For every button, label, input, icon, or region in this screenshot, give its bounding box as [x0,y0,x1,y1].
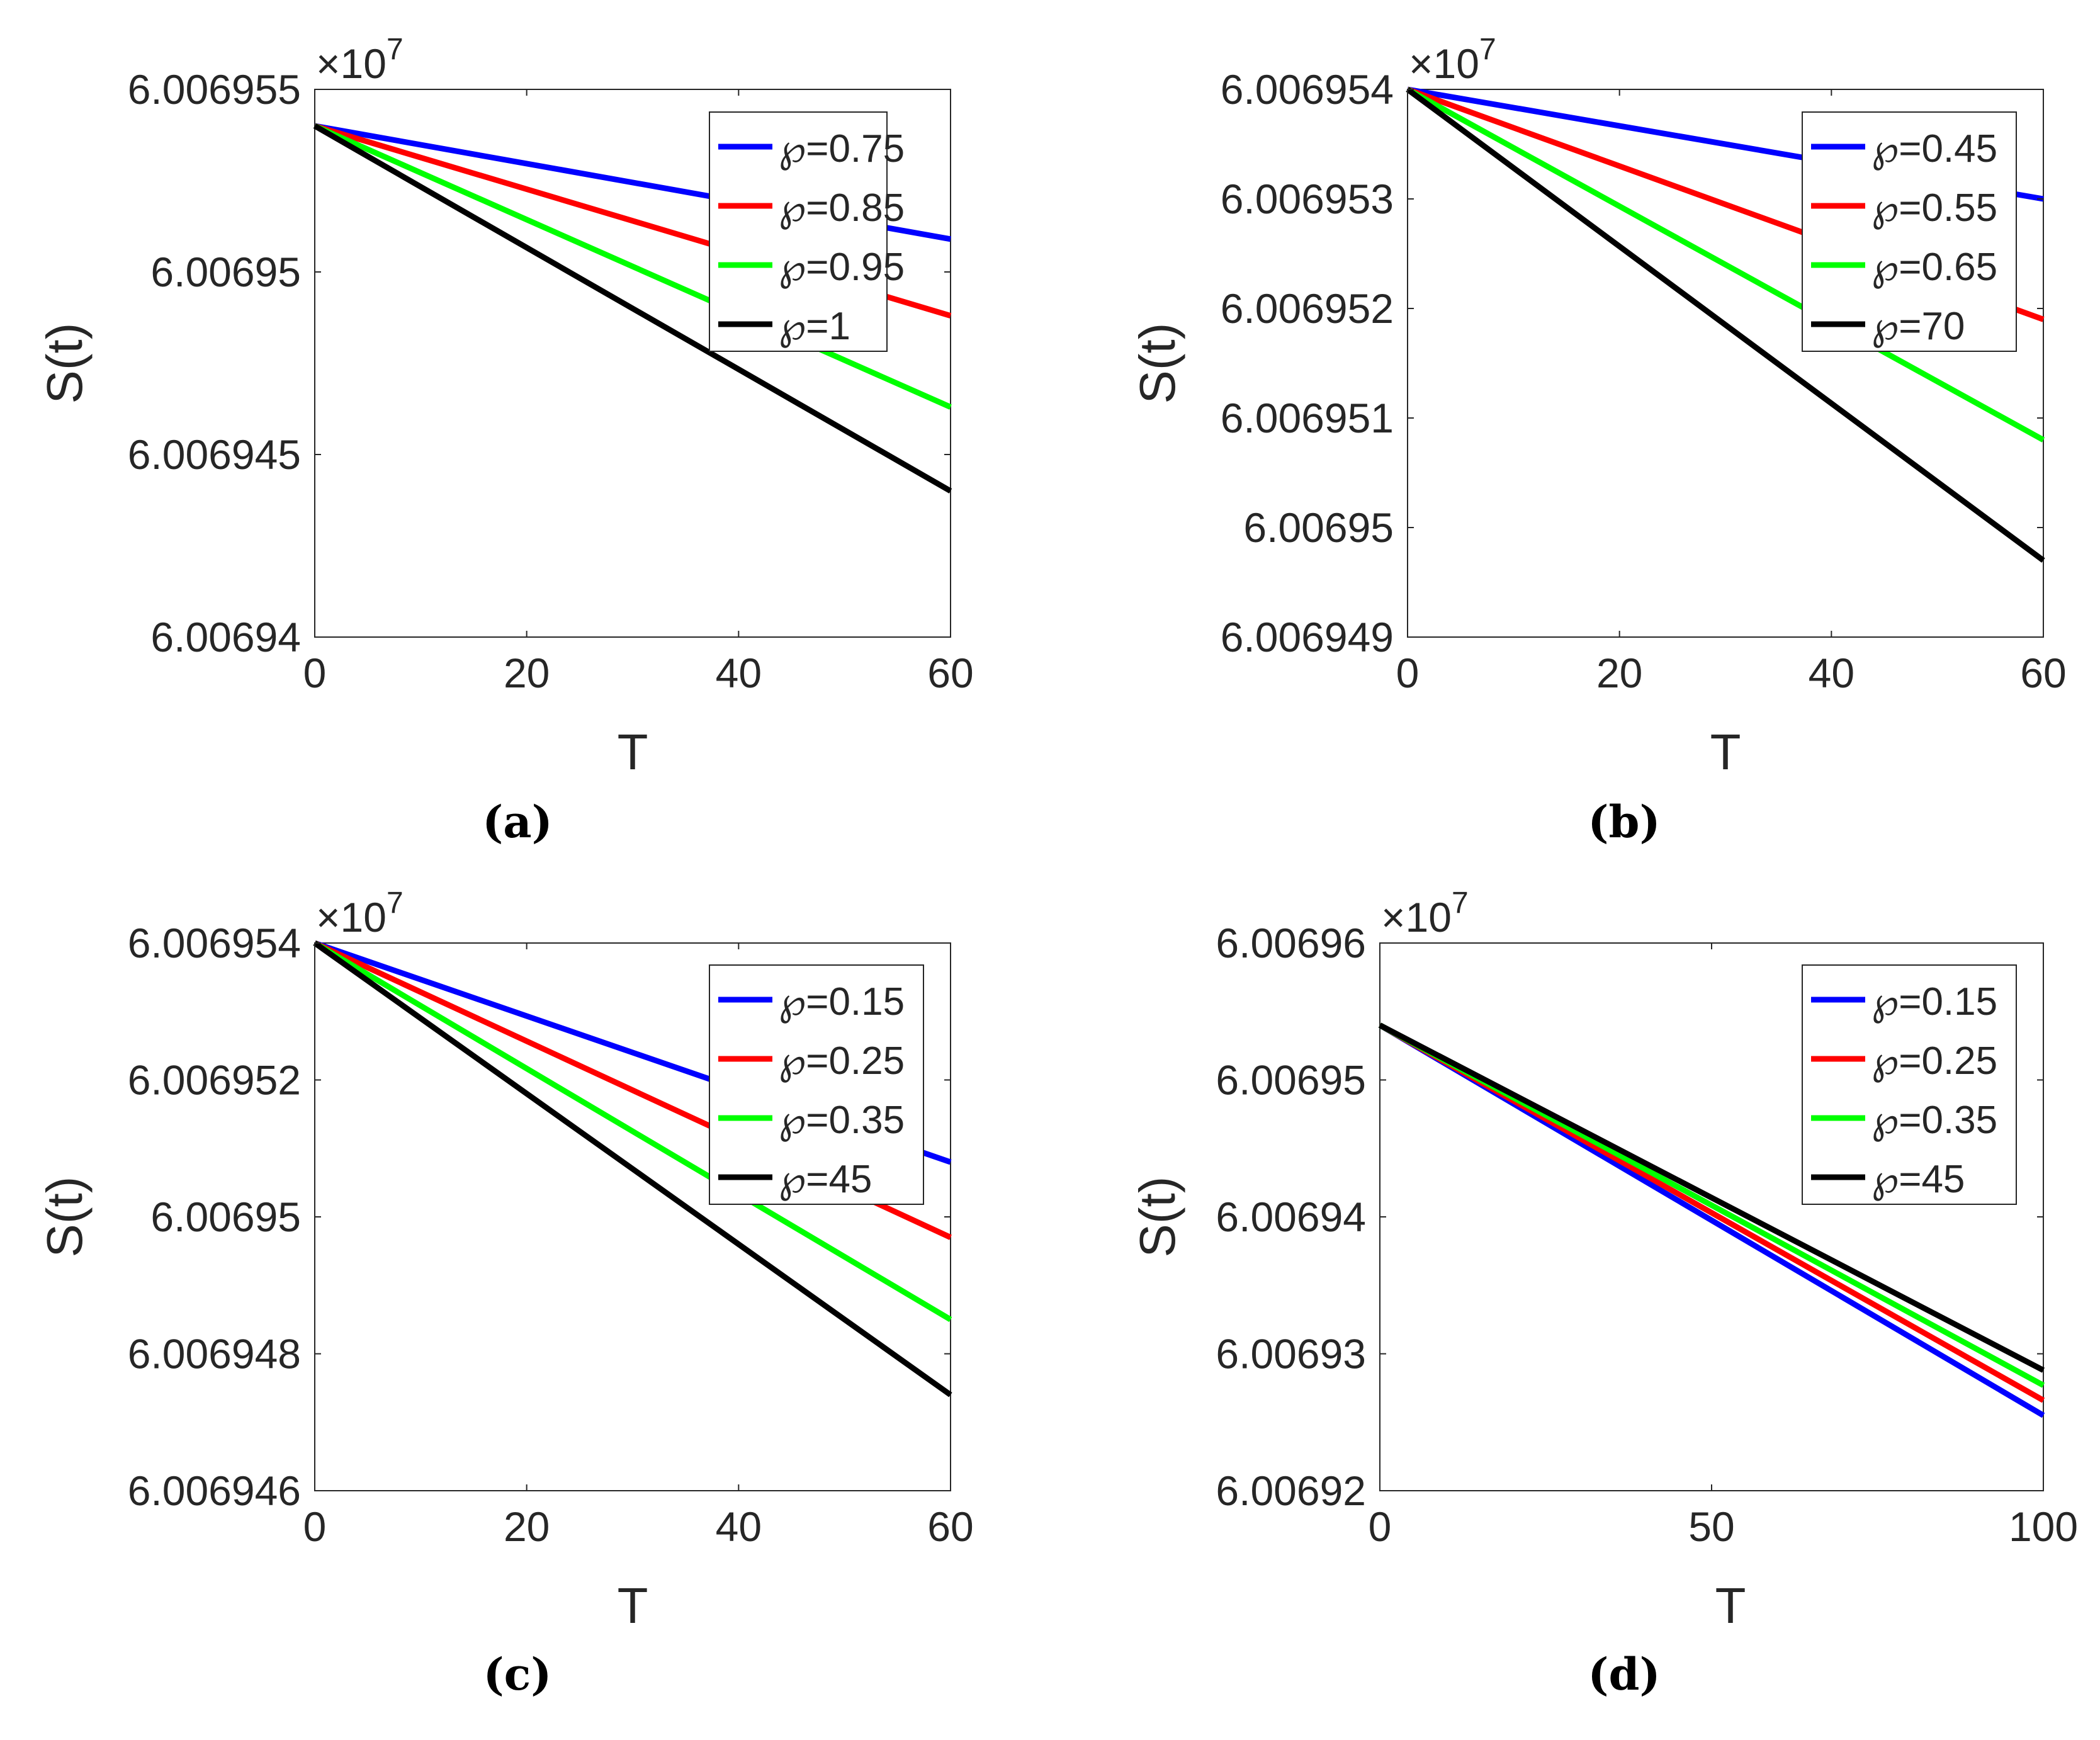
y-tick-label: 6.006945 [128,431,301,478]
x-axis-label: T [618,1578,648,1634]
legend-box [709,964,924,1205]
panel-caption: (d) [1588,1648,1660,1700]
legend-entry-label: ℘=0.15 [1871,980,1997,1024]
panel-caption: (c) [483,1648,552,1700]
series-line-4 [313,941,952,1398]
x-tick-label: 20 [504,650,550,696]
x-tick-label: 40 [716,1503,762,1550]
legend-entry-label: ℘=0.25 [1871,1039,1997,1083]
y-tick-label: 6.00695 [150,249,301,295]
y-tick-label: 6.00692 [1216,1467,1366,1514]
x-tick-label: 20 [1596,650,1642,696]
x-tick-label: 60 [927,1503,973,1550]
y-tick-label: 6.006952 [1221,285,1394,332]
legend-entry-label: ℘=0.95 [779,246,905,289]
legend-entry-label: ℘=0.55 [1871,186,1997,230]
x-axis-label: T [618,724,648,780]
legend-entry-label: ℘=45 [779,1158,872,1201]
y-tick-label: 6.00694 [1216,1194,1366,1240]
panel-caption: (a) [482,796,553,848]
legend-entry-label: ℘=70 [1871,305,1965,348]
panel-a: 0 20 40 60 6.00694 6.006945 6.00695 6.006955 ×10… [37,33,974,848]
y-tick-label: 6.006954 [1221,66,1394,113]
x-tick-label: 0 [1396,650,1420,696]
x-tick-label: 100 [2009,1503,2078,1550]
x-tick-label: 0 [303,1503,327,1550]
legend-entry-label: ℘=0.45 [1871,127,1997,171]
y-exponent-label: ×107 [1381,886,1469,941]
panel-d: 0 50 100 6.00692 6.00693 6.00694 6.00695 6.0069… [1129,886,2078,1700]
y-axis-label: S(t) [1129,1177,1185,1258]
panel-c: 0 20 40 60 6.006946 6.006948 6.00695 6.006952 6.… [37,886,974,1700]
legend-entry-label: ℘=1 [779,305,850,348]
x-tick-label: 20 [504,1503,550,1550]
x-tick-label: 60 [927,650,973,696]
y-axis-label: S(t) [1129,323,1185,404]
legend: ℘=0.45 ℘=0.55 ℘=0.65 ℘=70 [1802,111,2017,352]
y-exponent-label: ×107 [1409,33,1496,87]
x-tick-label: 60 [2020,650,2066,696]
y-tick-label: 6.00695 [1216,1057,1366,1104]
y-exponent-label: ×107 [316,33,404,87]
legend-entry-label: ℘=0.15 [779,980,905,1024]
y-tick-label: 6.006949 [1221,614,1394,660]
legend-box [1802,111,2017,352]
x-tick-label: 50 [1688,1503,1734,1550]
series-line-4 [313,123,952,494]
legend-entry-label: ℘=0.35 [1871,1099,1997,1142]
y-tick-label: 6.006954 [128,920,301,966]
series-line-3 [1406,87,2045,443]
y-tick-label: 6.00694 [150,614,301,660]
legend: ℘=0.15 ℘=0.25 ℘=0.35 ℘=45 [1802,964,2017,1205]
panel-caption: (b) [1588,796,1660,848]
panel-b: 0 20 40 60 6.006949 6.00695 6.006951 6.006952 6.… [1129,33,2067,848]
legend: ℘=0.15 ℘=0.25 ℘=0.35 ℘=45 [709,964,924,1205]
series-line-4 [1406,87,2045,563]
y-tick-label: 6.00696 [1216,920,1366,966]
y-tick-label: 6.006946 [128,1467,301,1514]
legend-box [1802,964,2017,1205]
series-line-4 [1378,1022,2045,1373]
x-tick-label: 40 [716,650,762,696]
y-tick-label: 6.006948 [128,1331,301,1377]
x-axis-label: T [1715,1578,1746,1634]
y-axis-label: S(t) [37,1177,93,1258]
legend-entry-label: ℘=45 [1871,1158,1965,1201]
legend-entry-label: ℘=0.25 [779,1039,905,1083]
y-tick-label: 6.006955 [128,66,301,113]
x-tick-label: 0 [303,650,327,696]
series-line-3 [313,941,952,1322]
legend-entry-label: ℘=0.85 [779,186,905,230]
y-tick-label: 6.006953 [1221,176,1394,222]
legend: ℘=0.75 ℘=0.85 ℘=0.95 ℘=1 [709,111,905,352]
y-axis-label: S(t) [37,323,93,404]
y-tick-label: 6.006951 [1221,395,1394,441]
legend-entry-label: ℘=0.65 [1871,246,1997,289]
series-line-3 [313,123,952,410]
legend-entry-label: ℘=0.75 [779,127,905,171]
legend-entry-label: ℘=0.35 [779,1099,905,1142]
y-tick-label: 6.00695 [1243,504,1394,551]
y-tick-label: 6.00693 [1216,1331,1366,1377]
y-tick-label: 6.00695 [150,1194,301,1240]
y-exponent-label: ×107 [316,886,404,941]
x-tick-label: 40 [1809,650,1854,696]
x-tick-label: 0 [1369,1503,1392,1550]
legend-box [709,111,888,352]
y-tick-label: 6.006952 [128,1057,301,1104]
x-axis-label: T [1710,724,1741,780]
